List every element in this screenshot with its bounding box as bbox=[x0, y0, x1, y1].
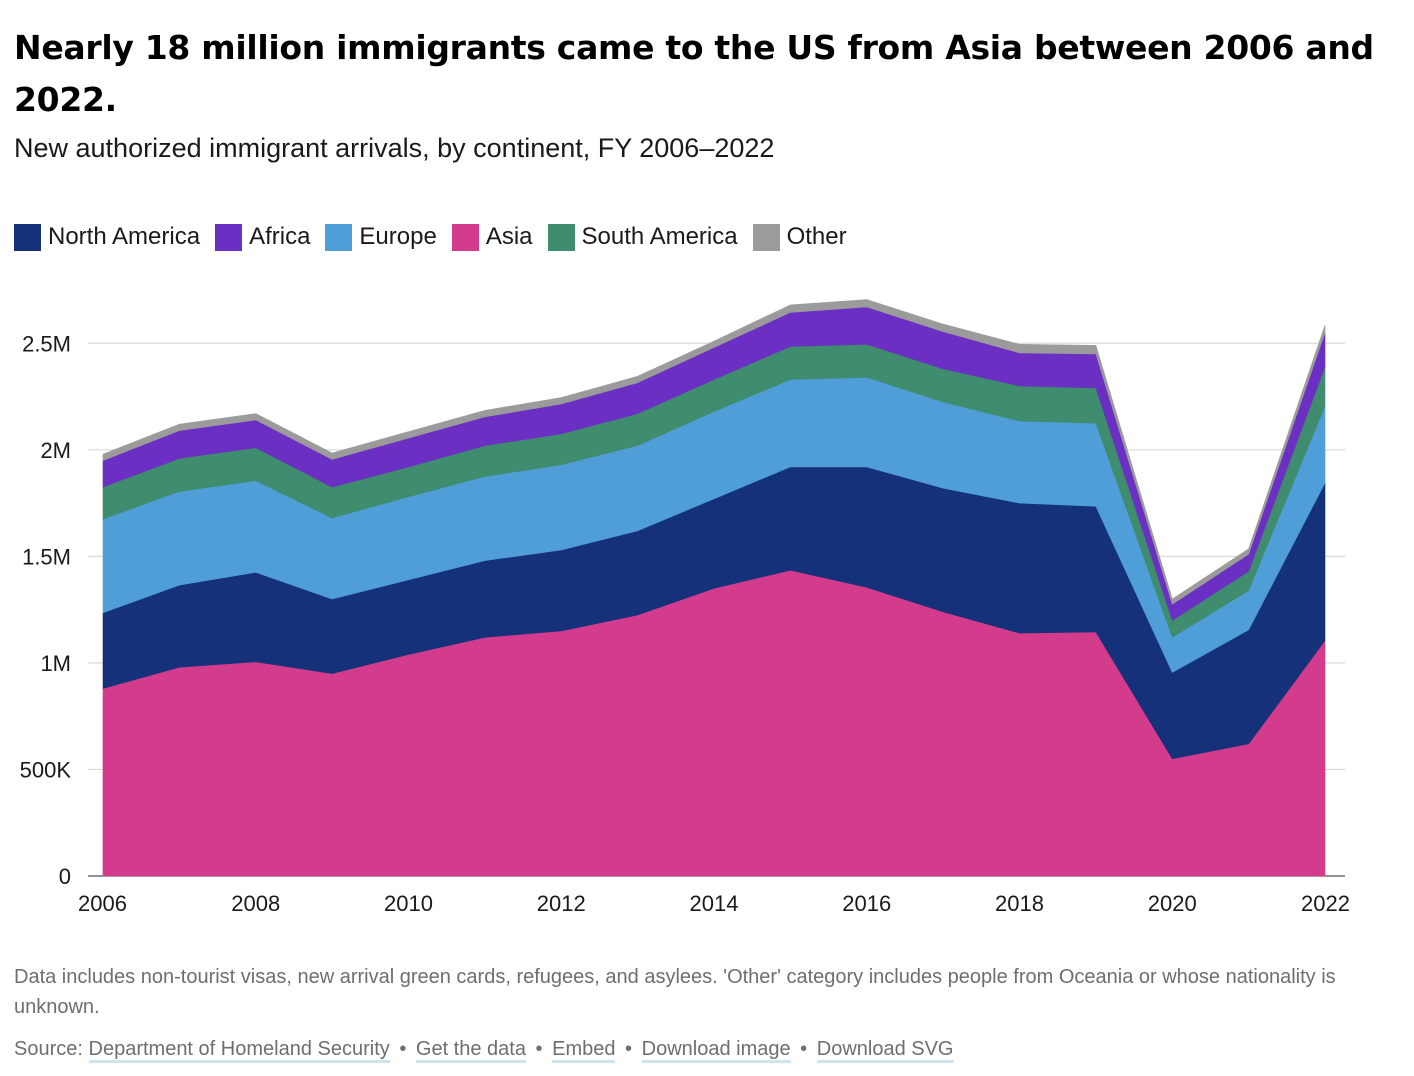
download-svg-link[interactable]: Download SVG bbox=[816, 1038, 954, 1063]
legend-item-north-america: North America bbox=[14, 222, 200, 252]
get-data-link[interactable]: Get the data bbox=[415, 1038, 526, 1063]
separator: • bbox=[625, 1038, 633, 1060]
separator: • bbox=[535, 1038, 543, 1060]
source-link-dhs[interactable]: Department of Homeland Security bbox=[88, 1038, 390, 1063]
legend-item-europe: Europe bbox=[325, 222, 437, 252]
area-layers bbox=[102, 299, 1326, 877]
legend-item-asia: Asia bbox=[451, 222, 533, 252]
y-tick-label: 0 bbox=[59, 864, 71, 889]
chart-note: Data includes non-tourist visas, new arr… bbox=[14, 966, 1336, 1018]
download-image-link[interactable]: Download image bbox=[641, 1038, 791, 1063]
stacked-area-chart: 0 500K 1M 1.5M 2M 2.5M 2006 2008 2010 2012 2014 201… bbox=[20, 299, 1350, 916]
x-tick-label: 2008 bbox=[231, 891, 280, 916]
separator: • bbox=[399, 1038, 407, 1060]
y-tick-label: 2.5M bbox=[22, 331, 71, 356]
x-tick-label: 2018 bbox=[995, 891, 1044, 916]
x-tick-label: 2010 bbox=[384, 891, 433, 916]
chart-subtitle: New authorized immigrant arrivals, by co… bbox=[14, 133, 775, 163]
legend-swatch bbox=[325, 223, 353, 251]
legend-label: Europe bbox=[359, 223, 437, 250]
legend-label: South America bbox=[581, 223, 738, 250]
x-tick-label: 2006 bbox=[78, 891, 127, 916]
x-tick-label: 2020 bbox=[1148, 891, 1197, 916]
legend-item-other: Other bbox=[752, 222, 847, 252]
y-tick-label: 2M bbox=[40, 438, 71, 463]
legend-swatch bbox=[451, 223, 479, 251]
legend-label: Asia bbox=[485, 223, 533, 250]
legend-item-south-america: South America bbox=[547, 222, 738, 252]
area-other bbox=[102, 299, 1326, 605]
separator: • bbox=[800, 1038, 808, 1060]
legend-item-africa: Africa bbox=[215, 222, 310, 252]
legend-swatch bbox=[547, 223, 575, 251]
x-tick-label: 2012 bbox=[537, 891, 586, 916]
y-tick-label: 500K bbox=[20, 757, 72, 782]
legend-label: Other bbox=[786, 223, 847, 250]
legend-label: Africa bbox=[249, 223, 311, 250]
embed-link[interactable]: Embed bbox=[552, 1038, 616, 1063]
y-tick-label: 1M bbox=[40, 651, 71, 676]
y-tick-label: 1.5M bbox=[22, 544, 71, 569]
x-tick-label: 2022 bbox=[1301, 891, 1350, 916]
legend-swatch bbox=[14, 223, 41, 251]
legend-swatch bbox=[215, 223, 243, 251]
chart-title: Nearly 18 million immigrants came to the… bbox=[14, 28, 1374, 119]
x-tick-label: 2016 bbox=[842, 891, 891, 916]
legend-swatch bbox=[752, 223, 780, 251]
x-tick-label: 2014 bbox=[690, 891, 739, 916]
legend-label: North America bbox=[48, 223, 201, 250]
source-label: Source: bbox=[14, 1038, 83, 1060]
chart-legend: North America Africa Europe Asia South Ameri… bbox=[14, 222, 862, 252]
source-line: Source: Department of Homeland Security … bbox=[14, 1034, 954, 1064]
